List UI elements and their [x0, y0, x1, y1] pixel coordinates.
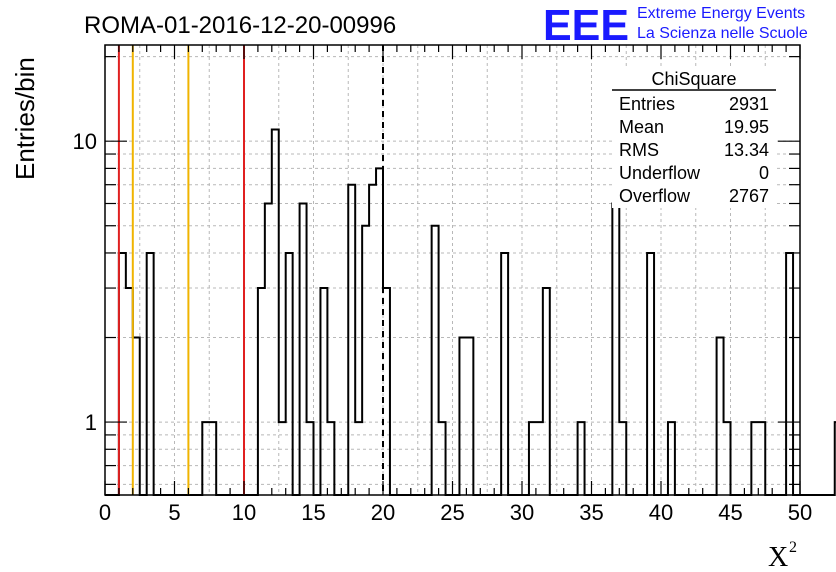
- chart-title: ROMA-01-2016-12-20-00996: [84, 12, 396, 39]
- x-tick-label: 45: [718, 500, 742, 525]
- histogram-bin: [647, 253, 654, 495]
- histogram-bin: [119, 253, 126, 495]
- x-axis-title-superscript: 2: [789, 539, 797, 556]
- logo-line2: La Scienza nelle Scuole: [637, 25, 808, 42]
- x-axis-title: X 2: [768, 539, 797, 572]
- histogram-bin: [612, 203, 619, 495]
- histogram-bin: [126, 288, 133, 495]
- eee-logo: EEE Extreme Energy Events La Scienza nel…: [543, 1, 808, 50]
- histogram-bin: [348, 185, 355, 495]
- grid-lines: [104, 45, 801, 495]
- histogram-bin: [543, 288, 550, 495]
- x-tick-label: 35: [579, 500, 603, 525]
- x-tick-label: 0: [99, 500, 111, 525]
- x-tick-label: 15: [301, 500, 325, 525]
- y-axis-title: Entries/bin: [10, 57, 40, 180]
- histogram-bin: [133, 338, 140, 495]
- x-tick-label: 20: [371, 500, 395, 525]
- stats-value: 2767: [729, 186, 769, 206]
- histogram-bin: [300, 203, 307, 495]
- histogram-bin: [286, 253, 293, 495]
- stats-label: Underflow: [619, 163, 701, 183]
- stats-value: 13.34: [724, 140, 769, 160]
- histogram-bin: [362, 226, 369, 495]
- axis-ticks: [104, 45, 801, 495]
- y-tick-label: 1: [85, 410, 97, 435]
- stats-label: Mean: [619, 117, 664, 137]
- x-tick-label: 25: [440, 500, 464, 525]
- stats-title: ChiSquare: [651, 69, 736, 89]
- x-axis-title-main: X: [768, 542, 788, 572]
- logo-line1: Extreme Energy Events: [637, 5, 805, 22]
- stats-label: Overflow: [619, 186, 691, 206]
- x-tick-label: 5: [168, 500, 180, 525]
- stats-box: ChiSquare Entries 2931 Mean 19.95 RMS 13…: [612, 68, 776, 208]
- x-tick-label: 40: [649, 500, 673, 525]
- x-tick-labels: 0 5 10 15 20 25 30 35 40 45 50: [99, 500, 812, 525]
- histogram-bin: [432, 226, 439, 495]
- stats-label: Entries: [619, 94, 675, 114]
- stats-value: 0: [759, 163, 769, 183]
- plot-frame: [104, 44, 801, 496]
- stats-label: RMS: [619, 140, 659, 160]
- histogram-bin: [376, 168, 383, 495]
- x-tick-label: 30: [510, 500, 534, 525]
- y-tick-labels: 1 10: [73, 129, 97, 435]
- histogram-bin: [786, 253, 793, 495]
- histogram-bin: [466, 338, 473, 495]
- histogram-bin: [717, 338, 724, 495]
- histogram-bin: [369, 185, 376, 495]
- stats-value: 2931: [729, 94, 769, 114]
- histogram-bin: [320, 288, 327, 495]
- stats-value: 19.95: [724, 117, 769, 137]
- x-tick-label: 10: [232, 500, 256, 525]
- logo-letters: EEE: [543, 1, 629, 50]
- x-tick-label: 50: [788, 500, 812, 525]
- y-tick-label: 10: [73, 129, 97, 154]
- histogram-bin: [383, 288, 390, 495]
- stats-box-background: [612, 68, 776, 208]
- histogram-bin: [265, 203, 272, 495]
- histogram-bin: [501, 253, 508, 495]
- histogram-bin: [459, 338, 466, 495]
- histogram-bin: [258, 288, 265, 495]
- reference-lines: [117, 45, 384, 495]
- histogram-bin: [147, 253, 154, 495]
